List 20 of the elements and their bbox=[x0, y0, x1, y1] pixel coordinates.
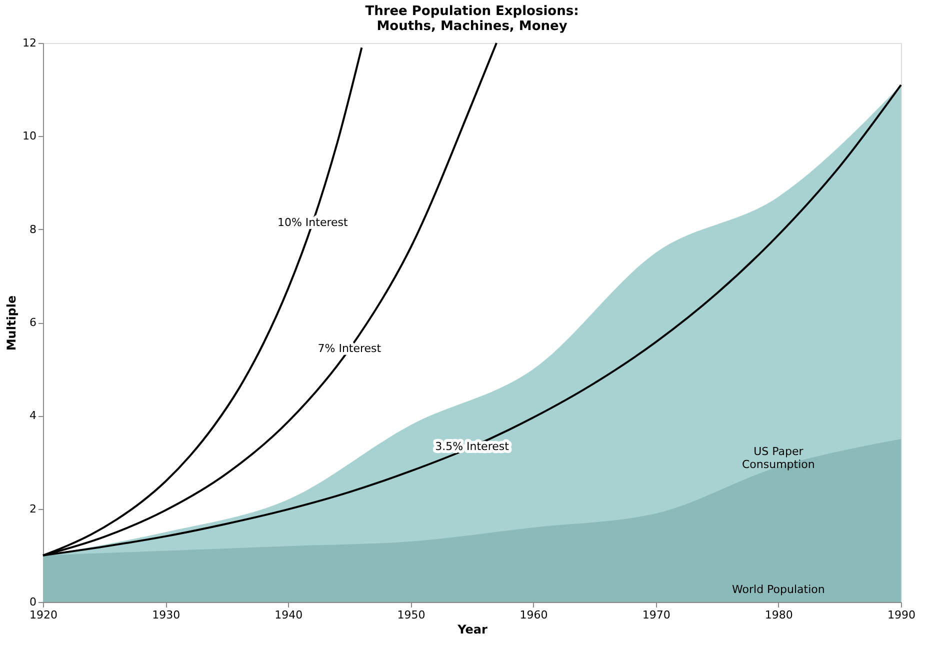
y-tick-label: 8 bbox=[30, 222, 36, 236]
series-label: US Paper Consumption bbox=[742, 445, 815, 472]
y-tick-label: 6 bbox=[30, 316, 36, 329]
series-label: World Population bbox=[732, 582, 825, 596]
x-tick-label: 1990 bbox=[888, 608, 916, 622]
x-tick-label: 1960 bbox=[520, 608, 548, 622]
y-tick-label: 12 bbox=[22, 36, 36, 50]
x-tick-label: 1940 bbox=[274, 608, 303, 622]
y-tick-label: 2 bbox=[30, 502, 36, 516]
x-tick-label: 1930 bbox=[152, 608, 180, 622]
x-axis-title: Year bbox=[456, 622, 488, 636]
chart-title: Three Population Explosions: Mouths, Machines, Money bbox=[365, 4, 579, 34]
x-tick-label: 1980 bbox=[764, 608, 793, 622]
x-tick-label: 1920 bbox=[30, 608, 58, 622]
x-tick-label: 1950 bbox=[397, 608, 426, 622]
y-axis-title: Multiple bbox=[4, 295, 19, 351]
x-tick-label: 1970 bbox=[642, 608, 670, 622]
y-tick-label: 4 bbox=[30, 409, 36, 422]
y-tick-label: 10 bbox=[22, 130, 36, 143]
y-tick-label: 0 bbox=[30, 596, 36, 608]
